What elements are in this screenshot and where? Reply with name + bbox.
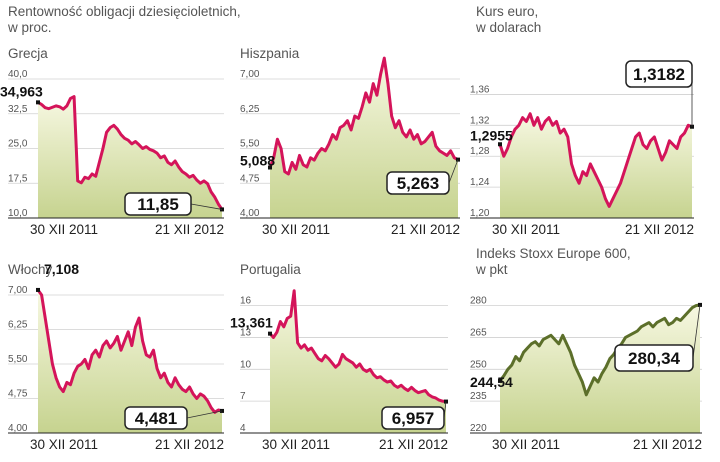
chart-2: 1,36 1,32 1,28 1,24 1,20 1,2955 1,3182 30 XII 2… (470, 60, 694, 237)
end-callout-box (625, 60, 693, 88)
end-value-label: 4,481 (135, 409, 178, 428)
y-tick-label: 32,5 (8, 104, 28, 115)
y-tick-label: 10,0 (8, 208, 28, 219)
y-tick-label: 1,24 (470, 177, 490, 188)
start-point-marker (268, 165, 272, 170)
x-label-end: 21 XII 2012 (391, 222, 460, 237)
y-tick-label: 1,28 (470, 146, 490, 157)
series-line (268, 289, 447, 404)
y-tick-label: 220 (470, 423, 487, 434)
end-value-label: 5,263 (397, 174, 440, 193)
end-callout-box (124, 406, 188, 430)
series-area (38, 96, 222, 218)
y-tick-label: 40,0 (8, 69, 28, 80)
x-label-end: 21 XII 2012 (633, 437, 702, 452)
y-tick-label: 4,75 (240, 173, 260, 184)
start-value-label: 13,361 (230, 315, 273, 331)
y-tick-label: 16 (240, 296, 252, 307)
y-tick-label: 7 (240, 391, 246, 402)
chart-title-greece: Grecja (8, 46, 48, 61)
y-tick-label: 1,32 (470, 115, 490, 126)
start-point-marker (36, 100, 40, 105)
end-callout-leader (190, 203, 223, 210)
y-tick-label: 10 (240, 359, 252, 370)
x-label-start: 30 XII 2011 (262, 437, 330, 452)
y-tick-label: 17,5 (8, 173, 28, 184)
euro-title-line2: w dolarach (476, 20, 542, 35)
end-callout-box (381, 406, 445, 430)
y-tick-label: 4,00 (240, 208, 260, 219)
end-value-label: 1,3182 (633, 65, 685, 84)
y-tick-label: 4,75 (8, 389, 28, 400)
y-tick-label: 265 (470, 327, 487, 338)
y-tick-label: 4 (240, 423, 246, 434)
end-value-label: 280,34 (628, 349, 681, 368)
end-value-label: 11,85 (137, 195, 179, 214)
start-point-marker (498, 378, 502, 383)
x-label-start: 30 XII 2011 (492, 437, 560, 452)
end-callout-box (614, 344, 694, 372)
series-line (36, 289, 223, 414)
end-callout-leader (186, 410, 223, 419)
start-value-label: 34,963 (0, 83, 43, 99)
chart-3: 7,00 6,25 5,50 4,75 4,00 7,108 4,481 30 XII 201… (8, 261, 224, 452)
y-tick-label: 7,00 (240, 69, 260, 80)
y-tick-label: 5,50 (8, 354, 28, 365)
stoxx-title-line2: w pkt (476, 262, 508, 277)
stoxx-title-line1: Indeks Stoxx Europe 600, (476, 246, 631, 261)
series-line (498, 303, 701, 397)
end-value-label: 6,957 (392, 409, 435, 428)
series-line (268, 56, 459, 176)
y-tick-label: 235 (470, 391, 487, 402)
y-tick-label: 5,50 (240, 139, 260, 150)
end-callout-leader (448, 159, 459, 184)
chart-title-spain: Hiszpania (240, 46, 300, 61)
chart-title-portugal: Portugalia (240, 262, 301, 277)
x-label-start: 30 XII 2011 (262, 222, 330, 237)
yield-title-line2: w proc. (8, 20, 52, 35)
y-tick-label: 7,00 (8, 285, 28, 296)
start-value-label: 7,108 (44, 261, 79, 277)
start-value-label: 244,54 (470, 374, 513, 390)
start-value-label: 5,088 (240, 152, 275, 168)
x-label-start: 30 XII 2011 (492, 222, 560, 237)
x-label-start: 30 XII 2011 (30, 437, 98, 452)
x-label-end: 21 XII 2012 (155, 222, 224, 237)
y-tick-label: 6,25 (240, 104, 260, 115)
end-callout-box (124, 192, 192, 216)
series-line (37, 95, 224, 211)
chart-1: 7,00 6,25 5,50 4,75 4,00 5,088 5,263 30 XII 201… (240, 56, 460, 237)
end-callout-leader (692, 304, 701, 359)
start-point-marker (498, 142, 502, 147)
chart-0: 40,0 32,5 25,0 17,5 10,0 34,963 11,85 30 XII 20… (0, 69, 224, 237)
series-line (498, 112, 693, 208)
end-callout-box (386, 171, 450, 195)
y-tick-label: 1,36 (470, 84, 490, 95)
y-tick-label: 250 (470, 359, 487, 370)
chart-4: 16 13 10 7 4 13,361 6,957 30 XII 2011 21 XII 201… (230, 289, 448, 452)
series-area (500, 113, 692, 218)
y-tick-label: 280 (470, 296, 487, 307)
chart-title-italy: Włochy (8, 262, 53, 277)
x-label-start: 30 XII 2011 (30, 222, 98, 237)
y-tick-label: 25,0 (8, 139, 28, 150)
y-tick-label: 13 (240, 327, 252, 338)
start-point-marker (36, 287, 40, 292)
y-tick-label: 6,25 (8, 320, 28, 331)
start-point-marker (268, 331, 272, 336)
x-label-end: 21 XII 2012 (155, 437, 224, 452)
yield-title-line1: Rentowność obligacji dziesięcioletnich, (8, 4, 241, 19)
y-tick-label: 4,00 (8, 423, 28, 434)
x-label-end: 21 XII 2012 (625, 222, 694, 237)
y-tick-label: 1,20 (470, 208, 490, 219)
chart-5: 280 265 250 235 220 244,54 280,34 30 XII 2011 21… (470, 296, 702, 452)
series-area (270, 290, 446, 433)
x-label-end: 21 XII 2012 (379, 437, 448, 452)
series-area (38, 289, 222, 433)
start-value-label: 1,2955 (470, 127, 513, 143)
euro-title-line1: Kurs euro, (476, 4, 539, 19)
